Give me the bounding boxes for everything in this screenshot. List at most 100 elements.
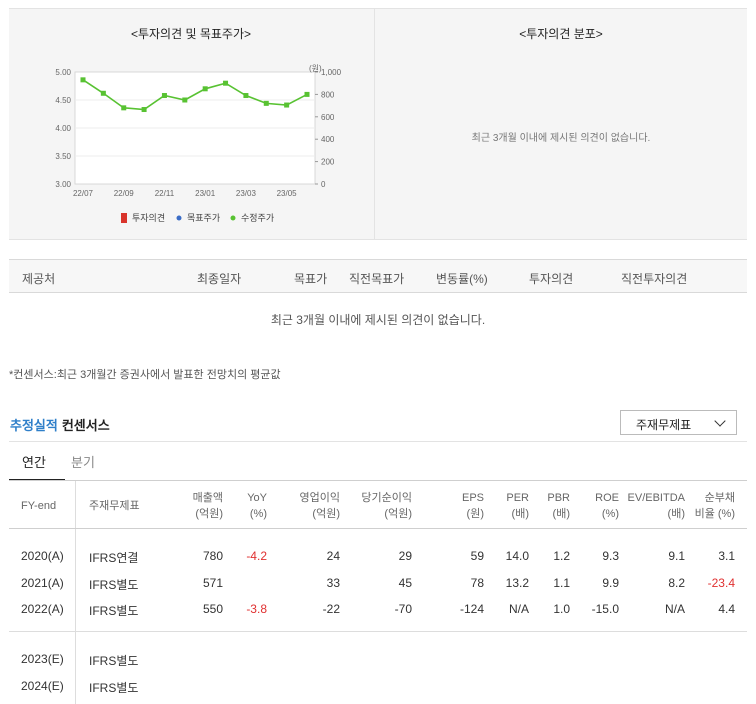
cell-fy-end: 2023(E) — [21, 652, 64, 666]
header-line: EPS — [461, 492, 484, 504]
header-unit: (억원) — [384, 508, 412, 520]
cell-roe: 9.3 — [602, 549, 619, 563]
right-axis-unit: (원) — [309, 64, 322, 73]
opinion-chart-panel: <투자의견 및 목표주가> 5.00 4.50 4.00 3.50 3.00 1,000 8… — [9, 9, 373, 240]
distribution-empty-message: 최근 3개월 이내에 제시된 의견이 없습니다. — [471, 133, 651, 144]
header-line: 영업이익 — [299, 492, 340, 504]
col-prev-target: 직전목표가 — [349, 272, 405, 286]
header-basis: 주재무제표 — [89, 498, 140, 514]
cell-ev-ebitda: 9.1 — [668, 549, 685, 563]
col-opinion: 투자의견 — [529, 272, 574, 286]
table-row: 2023(E) IFRS별도 — [9, 647, 747, 673]
col-provider: 제공처 — [22, 272, 56, 286]
cell-sales: 780 — [202, 549, 223, 563]
cell-operating-profit: -22 — [322, 602, 340, 616]
dropdown-value: 주재무제표 — [636, 418, 692, 432]
cell-eps: 59 — [470, 549, 484, 563]
cell-net-debt-ratio: 4.4 — [718, 602, 735, 616]
data-point — [141, 107, 147, 113]
header-unit: (억원) — [312, 508, 340, 520]
header-unit: (배) — [667, 508, 685, 520]
estimates-table-header: FY-end 주재무제표 매출액 (억원) YoY (%) 영업이익 (억원) 당기순이익 (억원… — [9, 480, 747, 529]
header-unit: 비율 (%) — [694, 508, 735, 520]
table-row: 2020(A) IFRS연결 780 -4.2 24 29 59 14.0 1.2 9.3 9.1 3… — [9, 544, 747, 570]
tab-annual[interactable]: 연간 — [22, 455, 46, 470]
cell-roe: -15.0 — [591, 602, 619, 616]
data-point — [202, 86, 208, 92]
legend-swatch — [230, 215, 236, 221]
right-axis-tick: 800 — [321, 90, 335, 99]
header-line: 순부채 — [704, 492, 735, 504]
series-line-adjusted-price — [82, 79, 308, 111]
left-axis-tick: 4.50 — [55, 96, 71, 105]
left-axis-tick: 4.00 — [55, 124, 71, 133]
cell-net-income: 45 — [398, 576, 412, 590]
cell-eps: 78 — [470, 576, 484, 590]
header-sales: 매출액 (억원) — [193, 490, 223, 522]
header-unit: (원) — [466, 508, 484, 520]
header-eps: EPS (원) — [462, 490, 484, 522]
table-row: 2022(A) IFRS별도 550 -3.8 -22 -70 -124 N/A 1.0 -15.… — [9, 597, 747, 623]
header-line: YoY — [247, 492, 267, 504]
x-axis-tick: 23/01 — [195, 189, 216, 198]
right-axis-tick: 0 — [321, 180, 326, 189]
header-roe: ROE (%) — [595, 490, 619, 522]
right-axis-tick: 600 — [321, 113, 335, 122]
col-change-rate: 변동률(%) — [436, 272, 488, 286]
right-axis-tick: 1,000 — [321, 68, 342, 77]
cell-basis: IFRS별도 — [89, 578, 139, 592]
header-net-income: 당기순이익 (억원) — [361, 490, 412, 522]
cell-sales: 571 — [202, 576, 223, 590]
section-title: 추정실적 컨센서스 — [10, 415, 110, 434]
header-fy-end: FY-end — [21, 498, 56, 514]
header-pbr: PBR (배) — [547, 490, 570, 522]
header-line: PBR — [547, 492, 570, 504]
left-axis-tick: 3.50 — [55, 152, 71, 161]
data-point — [182, 97, 188, 103]
cell-basis: IFRS별도 — [89, 681, 139, 695]
cell-net-debt-ratio: -23.4 — [707, 576, 735, 590]
cell-per: N/A — [508, 602, 529, 616]
header-line: 당기순이익 — [361, 492, 412, 504]
header-unit: (배) — [552, 508, 570, 520]
cell-sales: 550 — [202, 602, 223, 616]
legend-swatch — [176, 215, 182, 221]
cell-net-income: -70 — [394, 602, 412, 616]
x-axis-tick: 22/07 — [73, 189, 94, 198]
chart-panel-title: <투자의견 및 목표주가> — [130, 27, 252, 41]
consensus-footnote: *컨센서스:최근 3개월간 증권사에서 발표한 전망치의 평균값 — [9, 369, 281, 381]
cell-fy-end: 2021(A) — [21, 576, 64, 590]
data-point — [121, 105, 127, 111]
table-row: 2021(A) IFRS별도 571 33 45 78 13.2 1.1 9.9 8.2 -23.4 — [9, 571, 747, 597]
header-operating-profit: 영업이익 (억원) — [300, 490, 340, 522]
data-point — [100, 90, 106, 96]
estimates-table: FY-end 주재무제표 매출액 (억원) YoY (%) 영업이익 (억원) 당기순이익 (억원… — [9, 480, 747, 704]
data-point — [80, 77, 86, 83]
cell-fy-end: 2024(E) — [21, 679, 64, 693]
col-last-date: 최종일자 — [197, 272, 242, 286]
cell-fy-end: 2020(A) — [21, 549, 64, 563]
cell-eps: -124 — [459, 602, 484, 616]
left-axis-tick: 3.00 — [55, 180, 71, 189]
opinion-panels: <투자의견 및 목표주가> 5.00 4.50 4.00 3.50 3.00 1,000 8… — [9, 8, 747, 240]
cell-per: 14.0 — [505, 549, 529, 563]
header-unit: (%) — [249, 508, 267, 520]
header-line: PER — [506, 492, 529, 504]
cell-ev-ebitda: N/A — [664, 602, 685, 616]
cell-basis: IFRS연결 — [89, 551, 139, 565]
header-line: FY-end — [21, 500, 57, 512]
header-yoy: YoY (%) — [247, 490, 267, 522]
opinion-table: 제공처 최종일자 목표가 직전목표가 변동률(%) 투자의견 직전투자의견 최근… — [9, 259, 747, 327]
cell-yoy: -4.2 — [246, 549, 267, 563]
col-target-price: 목표가 — [294, 272, 328, 286]
statement-type-dropdown[interactable]: 주재무제표 — [620, 410, 737, 435]
cell-pbr: 1.1 — [553, 576, 570, 590]
cell-operating-profit: 33 — [326, 576, 340, 590]
cell-basis: IFRS별도 — [89, 654, 139, 668]
right-axis-tick: 400 — [321, 135, 335, 144]
tab-quarter[interactable]: 분기 — [71, 455, 95, 470]
header-line: ROE — [595, 492, 619, 504]
x-axis-tick: 23/05 — [277, 189, 298, 198]
data-point — [223, 80, 229, 86]
